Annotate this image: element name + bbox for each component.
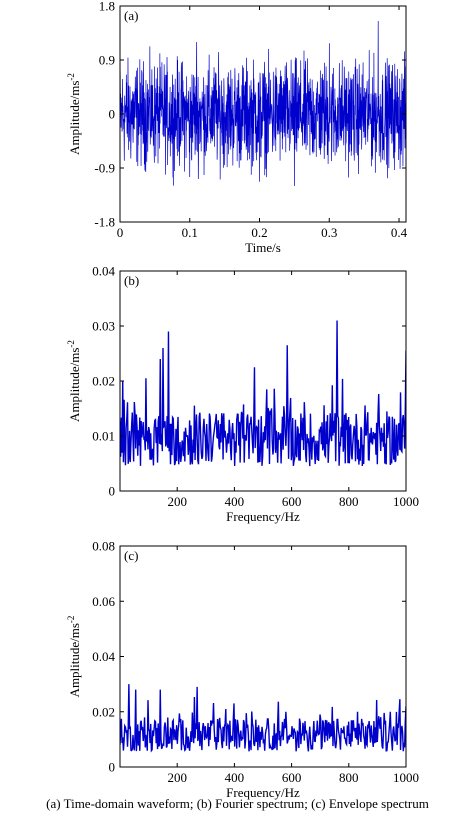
x-tick-label: 400 [225,770,245,785]
panel-label-c: (c) [124,548,138,563]
x-tick-label: 400 [225,494,245,509]
x-tick-label: 0.3 [321,225,337,240]
x-tick-label: 0.4 [391,225,408,240]
y-tick-label: -1.8 [94,215,115,230]
y-tick-label: 0.06 [92,594,115,609]
figure-caption: (a) Time-domain waveform; (b) Fourier sp… [46,796,429,811]
x-tick-label: 200 [167,494,187,509]
x-tick-label: 600 [282,494,302,509]
x-tick-label: 0 [117,225,124,240]
y-tick-label: 0 [109,484,116,499]
series-line-a [120,20,406,187]
y-tick-label: 0.01 [92,429,115,444]
y-axis-label-b: Amplitude/ms-2 [66,340,82,422]
chart-panel-c: 200 400 600 800 1000 0 0.02 0.04 0.06 0.08 (c) Freq… [66,539,419,801]
y-axis-label-a: Amplitude/ms-2 [66,73,82,155]
x-tick-label: 800 [339,494,359,509]
y-tick-label: 0.9 [99,53,115,68]
x-tick-label: 0.1 [182,225,198,240]
y-tick-label: 0 [109,760,116,775]
panel-label-a: (a) [124,8,138,23]
y-tick-label: 0.08 [92,539,115,554]
y-tick-label: 0.04 [92,649,115,664]
x-tick-label: 1000 [393,770,419,785]
series-line-c [120,684,406,753]
x-axis-label-a: Time/s [245,240,281,255]
y-tick-label: 0.02 [92,374,115,389]
x-tick-label: 1000 [393,494,419,509]
x-tick-label: 200 [167,770,187,785]
y-axis-label-c: Amplitude/ms-2 [66,616,82,698]
x-tick-label: 800 [339,770,359,785]
y-tick-label: 0.04 [92,264,115,279]
y-tick-label: 1.8 [99,0,115,14]
chart-panel-b: 200 400 600 800 1000 0 0.01 0.02 0.03 0.04 (b) Freq… [66,264,419,525]
x-tick-label: 600 [282,770,302,785]
panel-label-b: (b) [124,273,139,288]
y-tick-label: -0.9 [94,161,115,176]
chart-panel-a: 0 0.1 0.2 0.3 0.4 -1.8 -0.9 0 0.9 1.8 (a) Time/s Amp… [66,0,408,255]
y-tick-label: 0 [109,107,116,122]
x-axis-label-b: Frequency/Hz [226,509,300,524]
x-axis-label-c: Frequency/Hz [226,785,300,800]
y-tick-label: 0.03 [92,319,115,334]
y-tick-label: 0.02 [92,704,115,719]
series-line-b [120,320,406,467]
x-tick-label: 0.2 [251,225,267,240]
